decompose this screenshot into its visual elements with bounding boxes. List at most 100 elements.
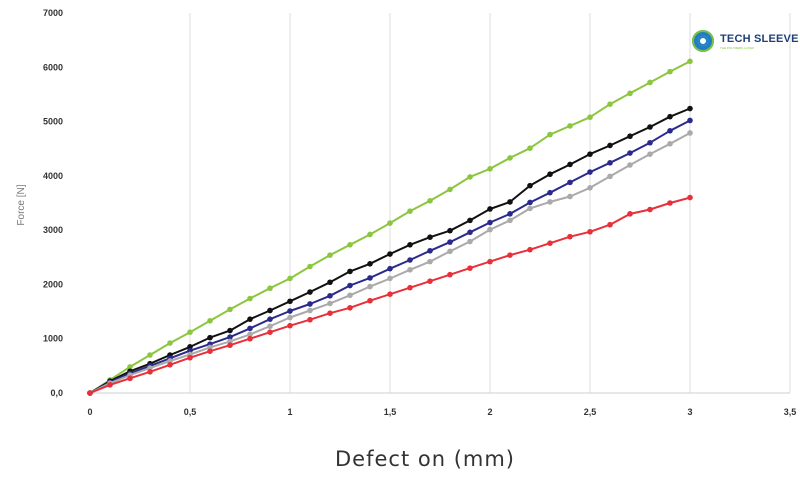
data-point: [647, 139, 653, 146]
data-point: [407, 242, 413, 248]
data-point: [527, 145, 533, 151]
data-point: [667, 200, 673, 206]
data-point: [687, 58, 693, 65]
data-point: [647, 79, 653, 86]
x-tick-label: 2: [487, 407, 492, 417]
x-tick-label: 0,5: [184, 407, 197, 417]
data-point: [687, 194, 693, 201]
data-point: [207, 318, 213, 324]
data-point: [287, 298, 293, 305]
data-point: [607, 173, 613, 180]
data-point: [447, 271, 453, 278]
data-point: [267, 316, 273, 322]
data-point: [327, 310, 333, 317]
data-point: [327, 279, 333, 286]
series-2: [87, 105, 693, 396]
data-point: [147, 352, 153, 358]
data-point: [267, 329, 273, 336]
data-point: [247, 325, 253, 332]
data-point: [487, 219, 493, 226]
data-point: [107, 382, 113, 388]
data-point: [267, 307, 273, 314]
data-point: [467, 217, 473, 224]
data-point: [607, 160, 613, 166]
data-point: [687, 105, 693, 112]
data-point: [407, 208, 413, 214]
data-point: [427, 247, 433, 254]
data-point: [447, 186, 453, 193]
data-point: [387, 275, 393, 282]
data-point: [387, 251, 393, 257]
data-point: [387, 265, 393, 272]
data-point: [627, 150, 633, 156]
x-tick-label: 0: [87, 407, 92, 417]
data-point: [167, 361, 173, 368]
y-tick-label: 6000: [43, 62, 63, 72]
data-point: [247, 316, 253, 322]
data-point: [567, 233, 573, 240]
data-point: [187, 329, 193, 336]
y-axis-label: Force [N]: [16, 184, 27, 225]
data-point: [687, 117, 693, 124]
data-point: [227, 327, 233, 334]
data-point: [287, 275, 293, 282]
data-point: [447, 227, 453, 234]
data-point: [647, 206, 653, 213]
data-point: [347, 282, 353, 289]
data-point: [307, 263, 313, 270]
data-point: [627, 211, 633, 217]
data-point: [547, 171, 553, 178]
data-point: [487, 258, 493, 265]
tech-sleeve-logo: TECH SLEEVE THE POLYMERS LAYER: [692, 30, 799, 52]
data-point: [667, 113, 673, 120]
data-point: [427, 258, 433, 265]
data-point: [347, 304, 353, 311]
data-point: [467, 238, 473, 245]
data-point: [527, 246, 533, 253]
data-point: [567, 193, 573, 200]
data-point: [347, 242, 353, 248]
data-point: [327, 300, 333, 307]
data-point: [387, 291, 393, 298]
data-point: [407, 266, 413, 273]
logo-name: TECH SLEEVE: [720, 32, 799, 45]
data-point: [307, 307, 313, 314]
data-point: [227, 306, 233, 313]
data-point: [607, 101, 613, 107]
data-point: [467, 229, 473, 236]
data-point: [287, 314, 293, 321]
data-point: [287, 322, 293, 329]
y-tick-label: 4000: [43, 171, 63, 181]
series-4: [87, 130, 693, 396]
data-point: [667, 141, 673, 147]
data-point: [427, 234, 433, 240]
data-point: [647, 124, 653, 130]
data-point: [287, 308, 293, 314]
data-point: [367, 283, 373, 290]
data-point: [587, 169, 593, 175]
data-point: [627, 133, 633, 140]
data-point: [487, 206, 493, 212]
data-point: [487, 166, 493, 172]
x-tick-label: 2,5: [584, 407, 597, 417]
data-point: [267, 285, 273, 292]
data-point: [667, 68, 673, 75]
data-point: [247, 335, 253, 342]
data-point: [327, 252, 333, 258]
x-tick-label: 1: [287, 407, 292, 417]
data-point: [407, 284, 413, 291]
data-point: [527, 205, 533, 212]
data-point: [207, 348, 213, 355]
data-point: [547, 240, 553, 246]
data-point: [247, 295, 253, 302]
x-tick-label: 3: [687, 407, 692, 417]
data-point: [367, 231, 373, 238]
y-tick-label: 0,0: [50, 388, 63, 398]
data-point: [227, 342, 233, 349]
data-point: [147, 369, 153, 375]
data-point: [587, 151, 593, 157]
data-point: [347, 268, 353, 275]
y-tick-label: 1000: [43, 334, 63, 344]
data-point: [507, 252, 513, 258]
